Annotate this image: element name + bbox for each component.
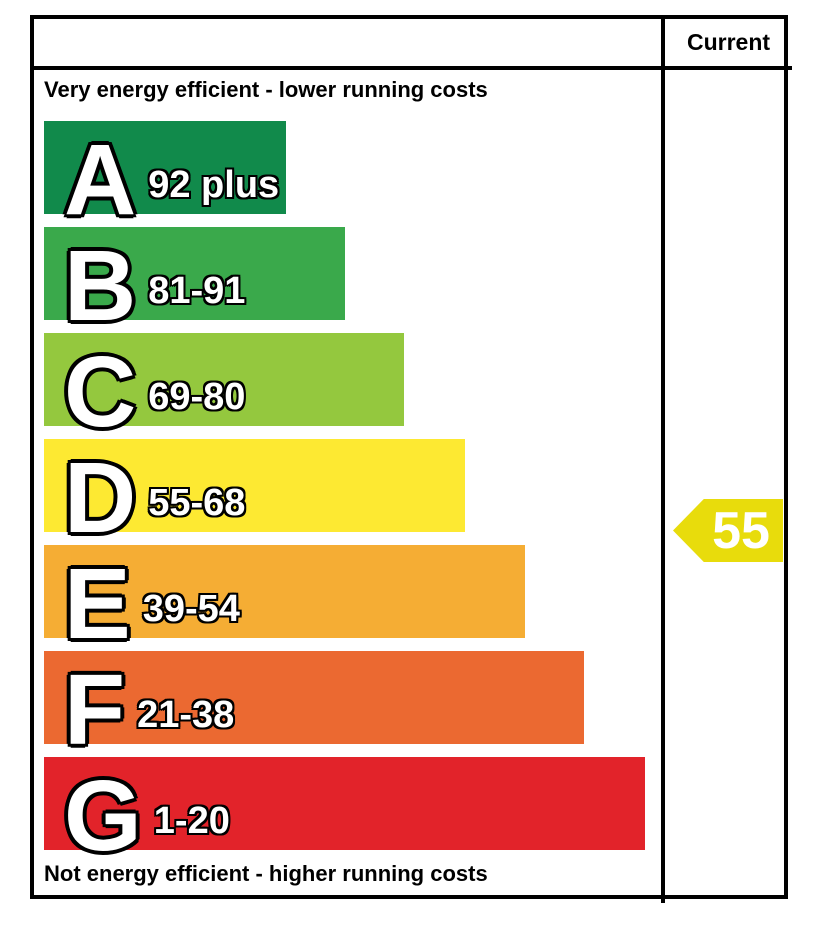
header-divider-line	[34, 66, 792, 70]
band-b: B 81-91	[44, 227, 345, 336]
current-column-header: Current	[686, 29, 771, 55]
band-letter: G	[64, 760, 142, 872]
band-e: E 39-54	[44, 545, 525, 654]
band-range-label: 1-20	[153, 800, 230, 842]
band-letter: B	[64, 230, 137, 342]
band-range-label: 81-91	[148, 270, 246, 312]
band-range-label: 39-54	[142, 588, 240, 630]
band-f: F 21-38	[44, 651, 584, 760]
band-g: G 1-20	[44, 757, 645, 866]
band-letter: C	[64, 336, 137, 448]
band-a: A 92 plus	[44, 121, 286, 230]
top-caption: Very energy efficient - lower running co…	[44, 77, 488, 102]
band-range-label: 21-38	[137, 694, 235, 736]
chart-frame: Current Very energy efficient - lower ru…	[30, 15, 792, 903]
band-letter: E	[64, 548, 131, 660]
band-d: D 55-68	[44, 439, 465, 548]
band-range-label: 92 plus	[148, 164, 280, 206]
band-letter: D	[64, 442, 137, 554]
band-letter: A	[64, 124, 137, 236]
current-rating-arrow: 55	[673, 499, 783, 562]
bottom-caption: Not energy efficient - higher running co…	[44, 861, 488, 886]
band-range-label: 55-68	[148, 482, 246, 524]
column-divider-line	[661, 19, 665, 903]
band-c: C 69-80	[44, 333, 404, 442]
band-letter: F	[64, 654, 126, 766]
current-rating-value: 55	[712, 501, 770, 560]
band-range-label: 69-80	[148, 376, 246, 418]
band-list: A 92 plus B 81-91 C 69-80 D 55-68 E 39-5…	[44, 121, 661, 866]
